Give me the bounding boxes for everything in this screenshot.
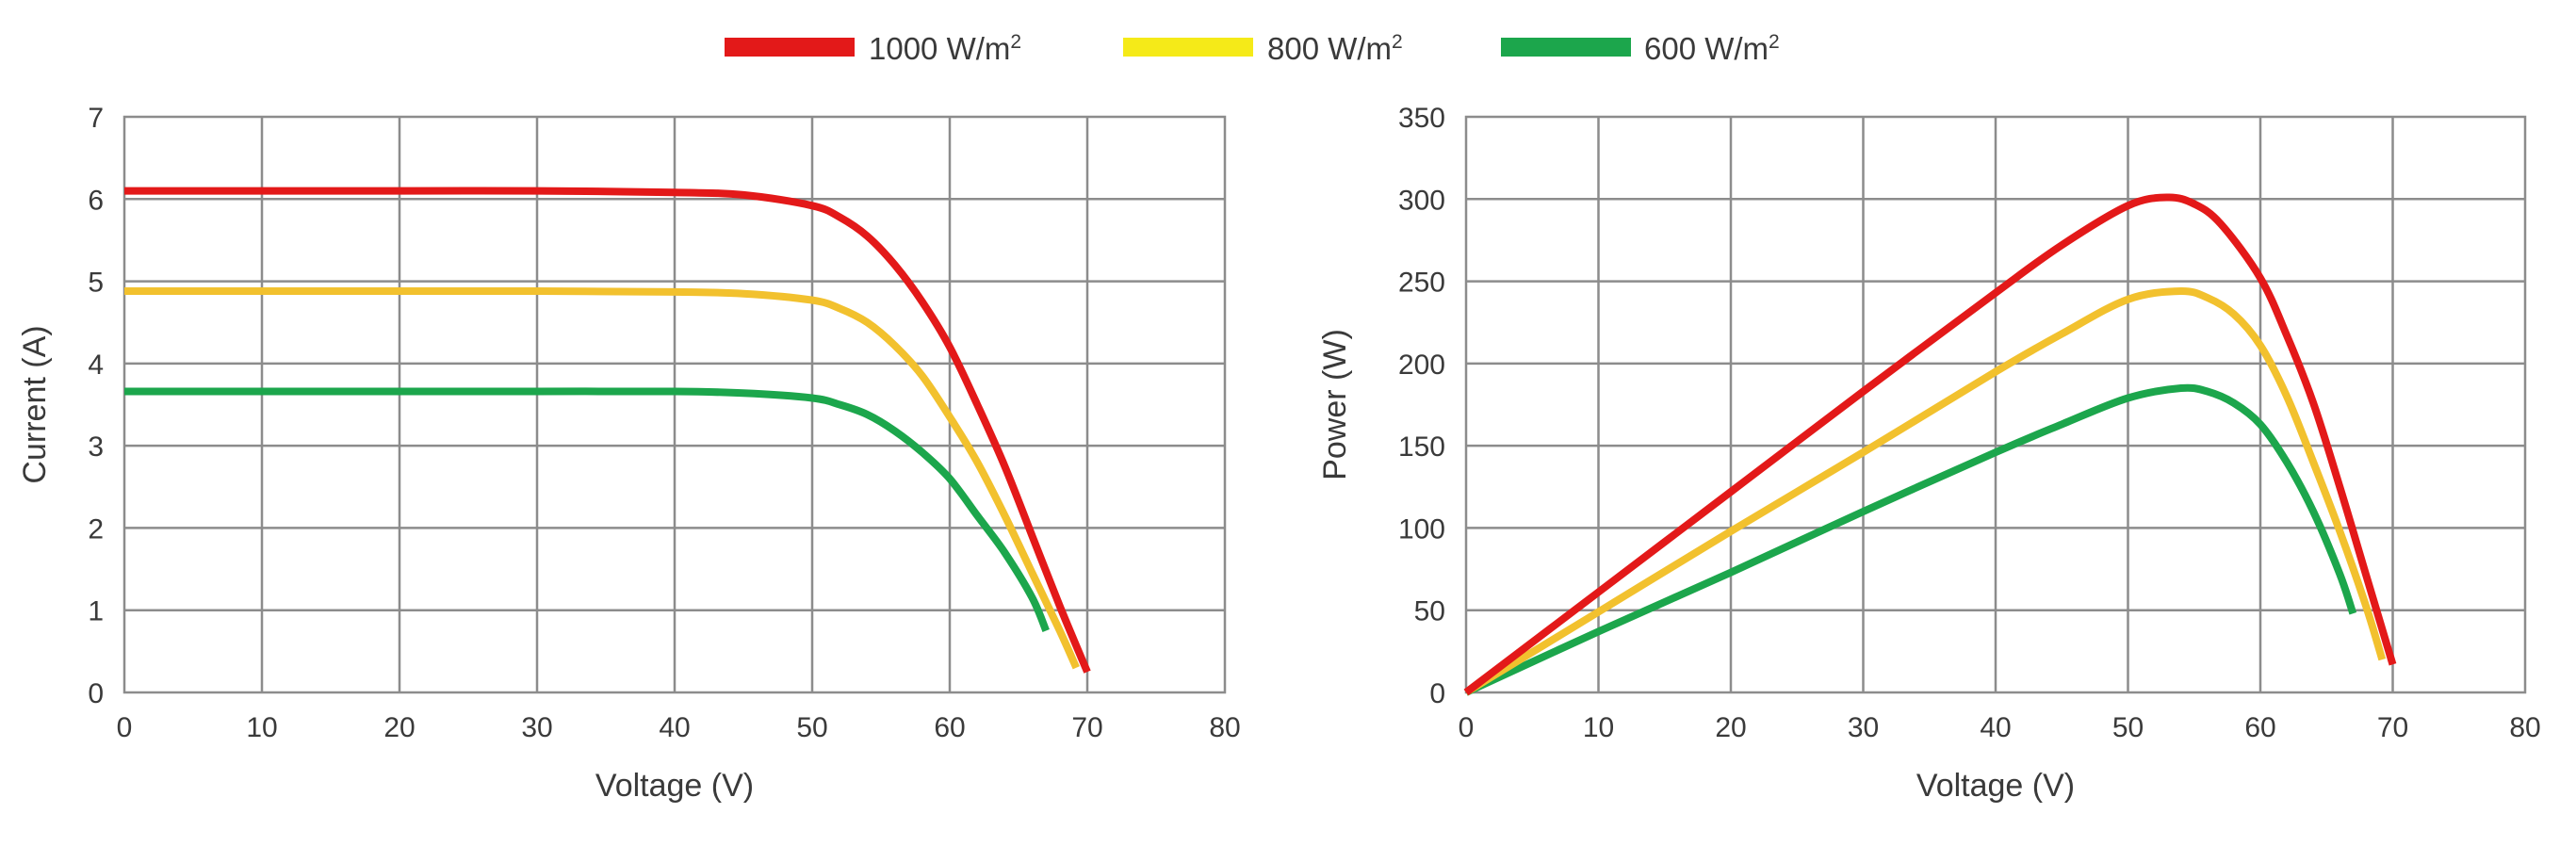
iv-y-tick-label: 0 [88, 678, 104, 709]
iv-x-tick-label: 40 [659, 712, 690, 743]
iv-plot-frame [122, 115, 1227, 694]
iv-series-600-line [124, 387, 1050, 633]
iv-y-tick-label: 4 [88, 350, 104, 381]
legend-swatch-600 [1501, 38, 1631, 57]
iv-y-tick-label: 6 [88, 185, 104, 216]
iv-y-tick-label: 3 [88, 431, 104, 463]
iv-x-tick-label: 70 [1071, 712, 1102, 743]
pv-x-tick-label: 20 [1715, 712, 1746, 743]
iv-y-tick-label: 2 [88, 513, 104, 545]
pv-x-tick-label: 30 [1848, 712, 1879, 743]
legend-label-800: 800 W/m2 [1267, 31, 1403, 66]
iv-x-tick-label: 0 [117, 712, 133, 743]
legend-entry-800: 800 W/m2 [1123, 31, 1403, 66]
pv-series-600-line [1464, 383, 2357, 696]
pv-x-tick-label: 60 [2244, 712, 2275, 743]
pv-y-tick-label: 250 [1398, 268, 1445, 299]
iv-x-tick-label: 80 [1209, 712, 1240, 743]
pv-y-tick-label: 100 [1398, 513, 1445, 545]
pv-plot-frame [1464, 115, 2527, 694]
iv-series-1000-line [124, 187, 1091, 674]
pv-y-tick-label: 350 [1398, 103, 1445, 134]
iv-x-tick-label: 30 [521, 712, 552, 743]
pv-y-tick-label: 150 [1398, 431, 1445, 463]
legend: 1000 W/m2 800 W/m2 600 W/m2 [725, 31, 1780, 66]
pv-x-tick-label: 10 [1583, 712, 1614, 743]
iv-x-tick-label: 60 [934, 712, 965, 743]
iv-series-800-line [124, 286, 1080, 670]
legend-label-1000: 1000 W/m2 [869, 31, 1021, 66]
pv-x-tick-label: 50 [2112, 712, 2144, 743]
pv-y-tick-label: 200 [1398, 350, 1445, 381]
legend-swatch-1000 [725, 38, 855, 57]
iv-y-tick-label: 1 [88, 596, 104, 627]
iv-x-axis-label: Voltage (V) [595, 768, 754, 804]
iv-y-tick-label: 7 [88, 103, 104, 134]
pv-y-tick-label: 300 [1398, 185, 1445, 216]
legend-entry-600: 600 W/m2 [1501, 31, 1780, 66]
legend-swatch-800 [1123, 38, 1253, 57]
current-voltage-chart: 0 10 20 30 40 50 60 70 80 0 1 2 3 4 5 6 7 Voltage (V) Curr… [17, 103, 1241, 804]
pv-series-1000-line [1463, 193, 2397, 696]
iv-x-tick-label: 10 [246, 712, 277, 743]
pv-y-tick-label: 0 [1429, 678, 1445, 709]
pv-x-tick-label: 80 [2509, 712, 2540, 743]
pv-x-tick-label: 70 [2377, 712, 2408, 743]
pv-y-axis-label: Power (W) [1317, 329, 1353, 480]
pv-y-tick-label: 50 [1414, 596, 1445, 627]
iv-y-axis-label: Current (A) [17, 325, 53, 483]
iv-x-tick-label: 20 [383, 712, 415, 743]
pv-series-800-line [1463, 286, 2387, 696]
pv-x-tick-label: 0 [1459, 712, 1475, 743]
pv-x-tick-label: 40 [1980, 712, 2011, 743]
power-voltage-chart: 0 10 20 30 40 50 60 70 80 0 50 100 150 200 250 300 350 Vo… [1317, 103, 2541, 804]
pv-x-axis-label: Voltage (V) [1916, 768, 2075, 804]
iv-x-tick-label: 50 [796, 712, 827, 743]
legend-label-600: 600 W/m2 [1644, 31, 1780, 66]
legend-entry-1000: 1000 W/m2 [725, 31, 1021, 66]
iv-y-tick-label: 5 [88, 268, 104, 299]
